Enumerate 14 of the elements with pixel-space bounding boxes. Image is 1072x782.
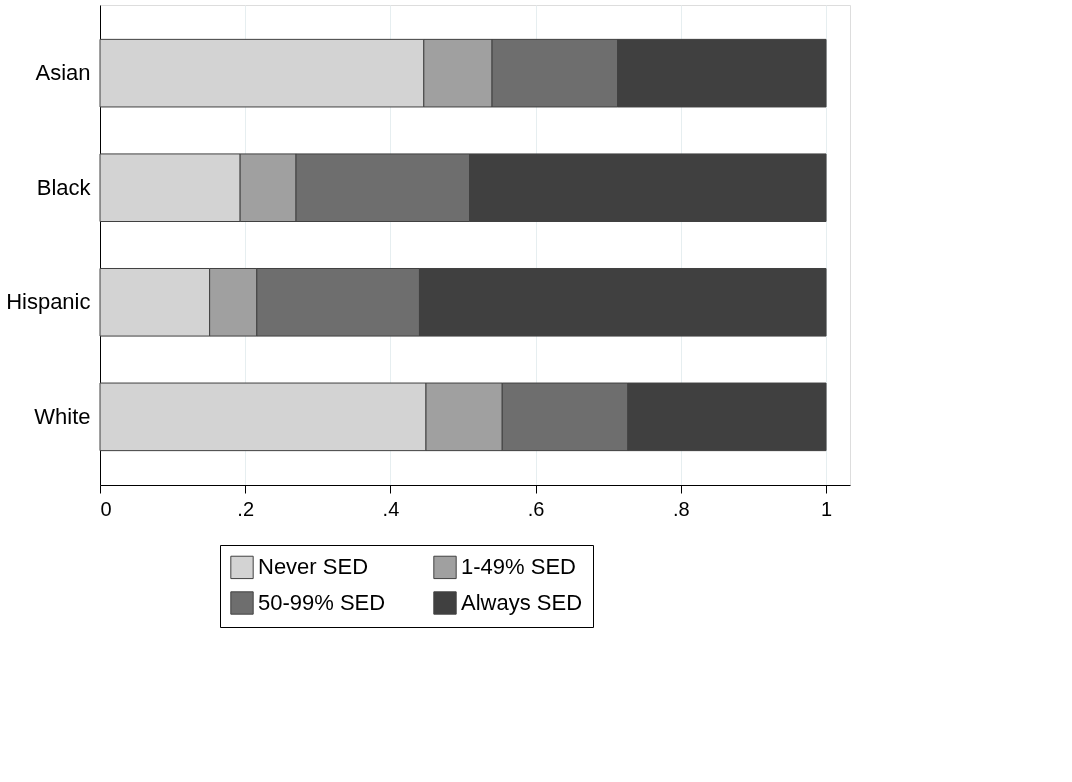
x-tick-label: .4 (382, 497, 400, 520)
x-tick-label: 1 (820, 497, 833, 520)
x-tick-label: .2 (237, 497, 255, 520)
legend-label: 50-99% SED (258, 590, 386, 615)
x-tick-label: .6 (527, 497, 545, 520)
legend-label: Never SED (258, 554, 369, 580)
y-tick-label: Hispanic (6, 289, 91, 315)
y-tick-label: Asian (35, 60, 91, 86)
y-tick-label: Black (36, 174, 92, 200)
legend-label: Always SED (461, 590, 583, 615)
x-tick-label: .8 (672, 497, 690, 520)
y-tick-label: White (34, 403, 91, 429)
legend-label: 1-49% SED (461, 554, 576, 580)
x-tick-label: 0 (100, 497, 112, 520)
